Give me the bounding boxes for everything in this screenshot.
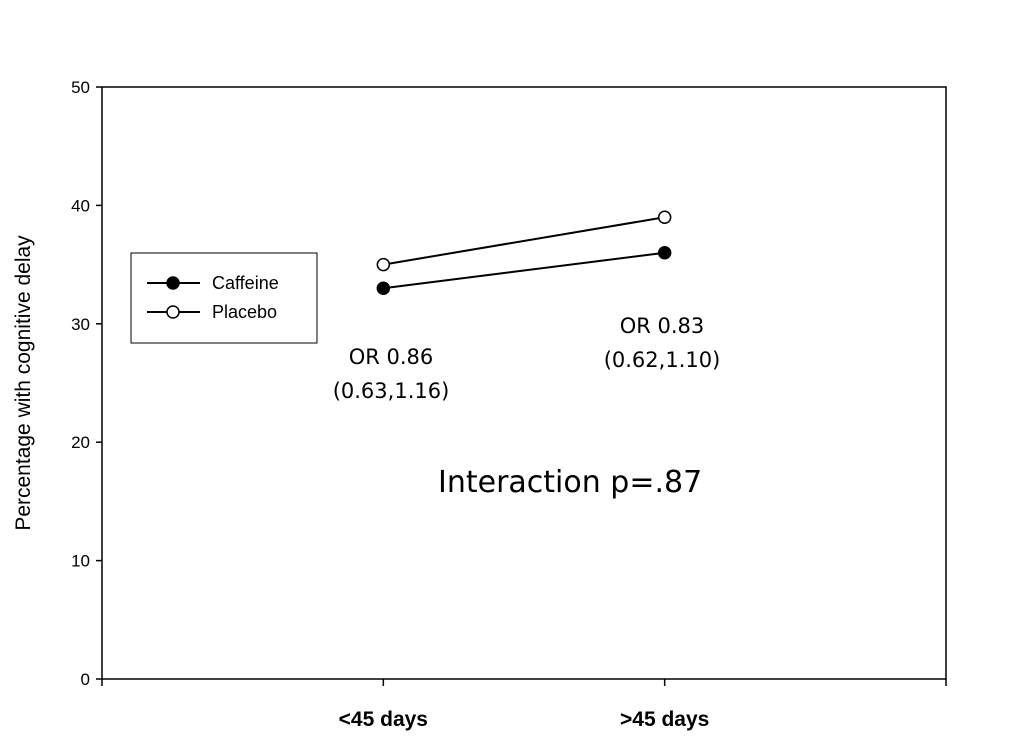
annotation-or-gt45: OR 0.83 [620, 314, 705, 338]
legend-marker-caffeine [166, 276, 180, 290]
y-tick-label: 0 [81, 670, 90, 689]
y-tick-label: 50 [71, 78, 90, 97]
series-line-placebo [383, 216, 665, 266]
annotation-ci-lt45: (0.63,1.16) [333, 379, 450, 403]
data-point-caffeine [376, 281, 391, 296]
legend: Caffeine Placebo [130, 252, 318, 344]
plot-frame [101, 86, 947, 680]
legend-marker-placebo [166, 305, 180, 319]
series-line-caffeine [383, 251, 665, 290]
y-tick-label: 20 [71, 433, 90, 452]
y-tick-label: 10 [71, 552, 90, 571]
annotation-or-lt45: OR 0.86 [349, 345, 434, 369]
data-point-placebo [657, 210, 672, 224]
annotation-ci-gt45: (0.62,1.10) [604, 348, 721, 372]
legend-label-caffeine: Caffeine [212, 273, 279, 293]
data-point-caffeine [657, 246, 672, 260]
y-tick-label: 30 [71, 315, 90, 334]
x-tick-label: >45 days [620, 708, 709, 731]
y-tick-label: 40 [71, 196, 90, 215]
data-point-placebo [376, 257, 391, 272]
annotation-interaction: Interaction p=.87 [438, 465, 702, 500]
y-axis-label: Percentage with cognitive delay [12, 235, 35, 531]
legend-label-placebo: Placebo [212, 302, 277, 322]
x-tick-label: <45 days [339, 708, 428, 731]
legend-box [130, 252, 318, 344]
